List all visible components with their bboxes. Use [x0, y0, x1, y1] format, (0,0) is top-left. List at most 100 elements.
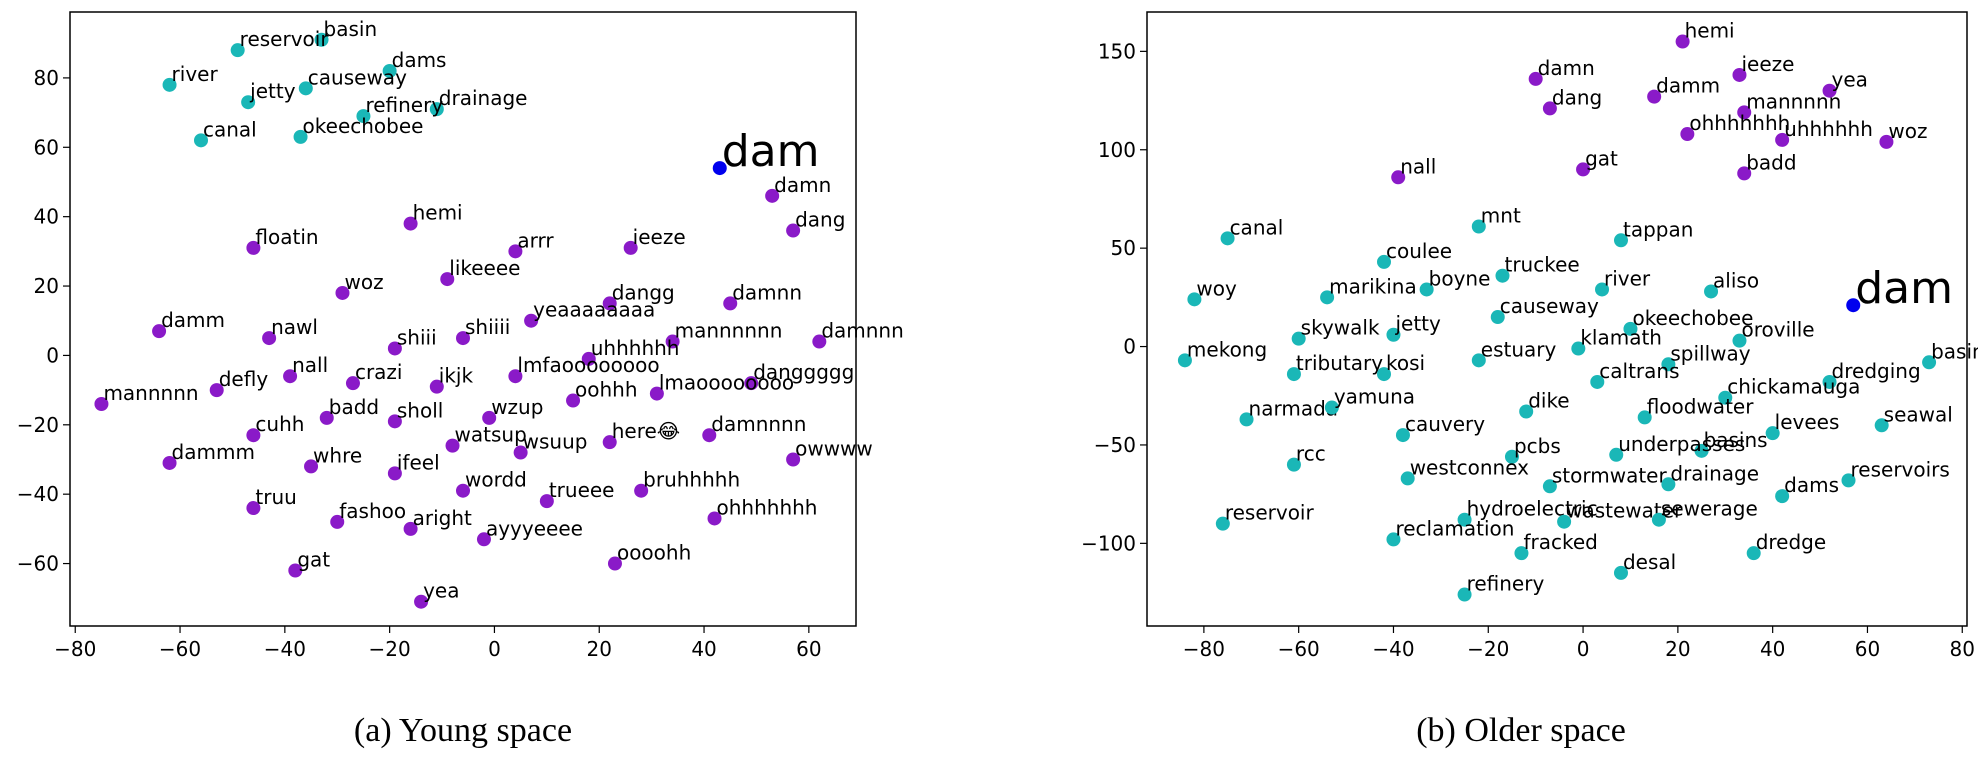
- older-label-woz: woz: [1888, 119, 1927, 143]
- young-label-floatin: floatin: [255, 225, 318, 249]
- young-x-tick-label: 20: [587, 637, 612, 661]
- young-label-trueee: trueee: [549, 478, 615, 502]
- older-point-klamath: [1571, 341, 1586, 356]
- young-label-damnn: damnn: [732, 280, 802, 304]
- older-label-kosi: kosi: [1386, 351, 1425, 375]
- young-label-sholl: sholl: [397, 398, 443, 422]
- older-point-dike: [1519, 404, 1534, 419]
- young-point-ayyyeeee: [476, 532, 491, 547]
- older-label-floodwater: floodwater: [1647, 394, 1755, 418]
- older-point-underpasses: [1609, 447, 1624, 462]
- young-label-defly: defly: [219, 367, 269, 391]
- older-point-spillway: [1661, 357, 1676, 372]
- young-point-dammm: [162, 455, 177, 470]
- older-label-dam: dam: [1855, 263, 1953, 314]
- older-point-floodwater: [1637, 410, 1652, 425]
- young-point-aright: [403, 521, 418, 536]
- older-point-skywalk: [1291, 331, 1306, 346]
- older-point-boyne: [1419, 282, 1434, 297]
- young-point-oooohh: [607, 556, 622, 571]
- older-label-drainage: drainage: [1670, 461, 1759, 485]
- young-point-yeaaaaaaaa: [524, 313, 539, 328]
- older-label-boyne: boyne: [1429, 266, 1491, 290]
- older-label-causeway: causeway: [1500, 294, 1599, 318]
- young-label-basin: basin: [324, 17, 378, 41]
- older-point-westconnex: [1400, 471, 1415, 486]
- young-point-refinery: [356, 109, 371, 124]
- young-label-yeaaaaaaaa: yeaaaaaaaa: [533, 298, 655, 322]
- young-point-sholl: [387, 414, 402, 429]
- older-point-aliso: [1704, 284, 1719, 299]
- older-point-pcbs: [1504, 449, 1519, 464]
- older-label-woy: woy: [1196, 276, 1237, 300]
- young-space-axes: −80 −60 −40 −20 0 20 40 60 −60 −40 −20 0 20 40 60 80: [17, 66, 822, 661]
- young-point-nawl: [262, 331, 277, 346]
- young-label-nall: nall: [292, 353, 328, 377]
- older-space-axes: −80 −60 −40 −20 0 20 40 60 80 −100 −50 0 50 100 150: [1081, 39, 1975, 661]
- young-label-woz: woz: [344, 270, 383, 294]
- older-point-levees: [1765, 426, 1780, 441]
- older-label-aliso: aliso: [1713, 268, 1759, 292]
- young-label-reservoir: reservoir: [240, 27, 330, 51]
- young-point-dams: [382, 63, 397, 78]
- young-point-shiii: [387, 341, 402, 356]
- older-label-nall: nall: [1400, 154, 1436, 178]
- young-label-dangg: dangg: [612, 280, 675, 304]
- older-label-okeechobee: okeechobee: [1632, 306, 1753, 330]
- older-point-dredge: [1746, 546, 1761, 561]
- older-point-river: [1595, 282, 1610, 297]
- older-label-yea: yea: [1832, 68, 1868, 92]
- older-point-estuary: [1471, 353, 1486, 368]
- older-point-badd: [1737, 166, 1752, 181]
- young-label-ohhhhhhh: ohhhhhhh: [717, 495, 818, 519]
- older-point-yamuna: [1324, 400, 1339, 415]
- older-point-uhhhhhh: [1775, 132, 1790, 147]
- young-point-floatin: [246, 240, 261, 255]
- older-label-ohhhhhhh: ohhhhhhh: [1689, 111, 1790, 135]
- older-label-pcbs: pcbs: [1514, 434, 1561, 458]
- young-label-shiii: shiii: [397, 325, 437, 349]
- young-point-dangg: [602, 296, 617, 311]
- older-label-tributary: tributary: [1296, 351, 1383, 375]
- older-label-jetty: jetty: [1394, 312, 1441, 336]
- young-point-drainage: [429, 102, 444, 117]
- older-point-narmada: [1239, 412, 1254, 427]
- older-label-westconnex: westconnex: [1410, 455, 1529, 479]
- young-space-plot-area: [69, 11, 857, 627]
- young-point-whre: [304, 459, 319, 474]
- young-y-tick-label: 60: [34, 135, 59, 159]
- older-label-hydroelectric: hydroelectric: [1467, 497, 1598, 521]
- older-y-tick-label: 50: [1111, 236, 1136, 260]
- young-label-damnnnn: damnnnn: [711, 412, 806, 436]
- young-point-mannnnn: [94, 396, 109, 411]
- older-point-mekong: [1177, 353, 1192, 368]
- young-label-damn: damn: [774, 173, 831, 197]
- older-label-damm: damm: [1656, 74, 1720, 98]
- older-label-reservoir: reservoir: [1225, 501, 1315, 525]
- young-point-dang: [786, 223, 801, 238]
- young-label-damm: damm: [161, 308, 225, 332]
- older-point-reclamation: [1386, 532, 1401, 547]
- older-label-gat: gat: [1585, 146, 1618, 170]
- young-x-tick-label: −60: [159, 637, 201, 661]
- young-point-likeeee: [440, 272, 455, 287]
- older-point-okeechobee: [1623, 321, 1638, 336]
- older-label-marikina: marikina: [1329, 274, 1417, 298]
- young-label-aright: aright: [413, 506, 472, 530]
- older-point-reservoir: [1215, 516, 1230, 531]
- young-label-yea: yea: [423, 579, 459, 603]
- young-label-river: river: [172, 62, 219, 86]
- young-label-owwww: owwww: [795, 436, 873, 460]
- older-label-mnt: mnt: [1481, 204, 1521, 228]
- older-point-fracked: [1514, 546, 1529, 561]
- young-label-ieeze: ieeze: [633, 225, 686, 249]
- older-y-tick-label: 100: [1098, 138, 1136, 162]
- young-label-fashoo: fashoo: [339, 499, 406, 523]
- young-label-okeechobee: okeechobee: [303, 114, 424, 138]
- older-point-gat: [1576, 162, 1591, 177]
- young-point-wzup: [482, 410, 497, 425]
- older-label-dang: dang: [1552, 85, 1602, 109]
- young-point-jetty: [241, 95, 256, 110]
